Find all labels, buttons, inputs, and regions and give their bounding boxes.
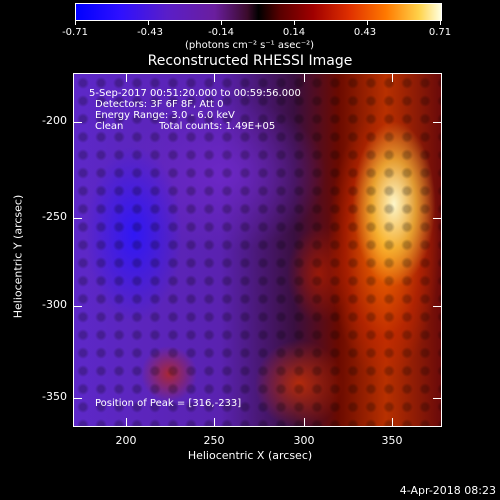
colorbar-tick — [294, 20, 295, 25]
x-tick — [126, 418, 127, 426]
x-tick-label: 300 — [293, 434, 315, 447]
method-text: Clean — [95, 121, 124, 132]
x-tick — [392, 418, 393, 426]
y-tick — [74, 218, 82, 219]
total-counts-text: Total counts: 1.49E+05 — [159, 121, 276, 132]
image-texture — [74, 74, 441, 426]
colorbar-tick — [440, 20, 441, 25]
x-axis-title: Heliocentric X (arcsec) — [187, 449, 313, 462]
y-tick — [433, 306, 441, 307]
x-tick — [392, 74, 393, 82]
y-tick-label: -300 — [42, 298, 67, 311]
colorbar-tick-label: -0.71 — [62, 27, 88, 38]
detectors-text: Detectors: 3F 6F 8F, Att 0 — [95, 99, 224, 110]
colorbar-units: (photons cm⁻² s⁻¹ asec⁻²) — [185, 40, 315, 51]
y-tick-label: -250 — [42, 210, 67, 223]
y-tick — [74, 398, 82, 399]
rhessi-image: 5-Sep-2017 00:51:20.000 to 00:59:56.000 … — [73, 73, 442, 427]
time-range: 5-Sep-2017 00:51:20.000 to 00:59:56.000 — [89, 88, 301, 99]
y-axis-title: Heliocentric Y (arcsec) — [11, 194, 25, 319]
timestamp: 4-Apr-2018 08:23 — [399, 484, 496, 497]
colorbar — [75, 3, 442, 21]
peak-position-text: Position of Peak = [316,-233] — [95, 398, 242, 409]
x-tick-label: 350 — [381, 434, 403, 447]
colorbar-tick-label: -0.14 — [208, 27, 234, 38]
colorbar-tick-label: -0.43 — [137, 27, 163, 38]
y-tick — [433, 218, 441, 219]
colorbar-tick — [75, 20, 76, 25]
colorbar-tick-label: 0.71 — [428, 27, 452, 38]
y-tick — [74, 306, 82, 307]
colorbar-tick-label: 0.14 — [282, 27, 306, 38]
x-tick-label: 250 — [203, 434, 225, 447]
x-tick — [214, 74, 215, 82]
x-tick — [214, 418, 215, 426]
y-tick-label: -350 — [42, 390, 67, 403]
x-tick — [304, 74, 305, 82]
image-title: Reconstructed RHESSI Image — [147, 53, 353, 69]
y-tick — [433, 398, 441, 399]
colorbar-tick — [221, 20, 222, 25]
x-tick — [126, 74, 127, 82]
colorbar-tick — [148, 20, 149, 25]
y-tick — [74, 122, 82, 123]
y-tick-label: -200 — [42, 114, 67, 127]
x-tick-label: 200 — [115, 434, 137, 447]
colorbar-tick — [367, 20, 368, 25]
energy-range-text: Energy Range: 3.0 - 6.0 keV — [95, 110, 235, 121]
colorbar-tick-label: 0.43 — [353, 27, 377, 38]
x-tick — [304, 418, 305, 426]
y-tick — [433, 122, 441, 123]
